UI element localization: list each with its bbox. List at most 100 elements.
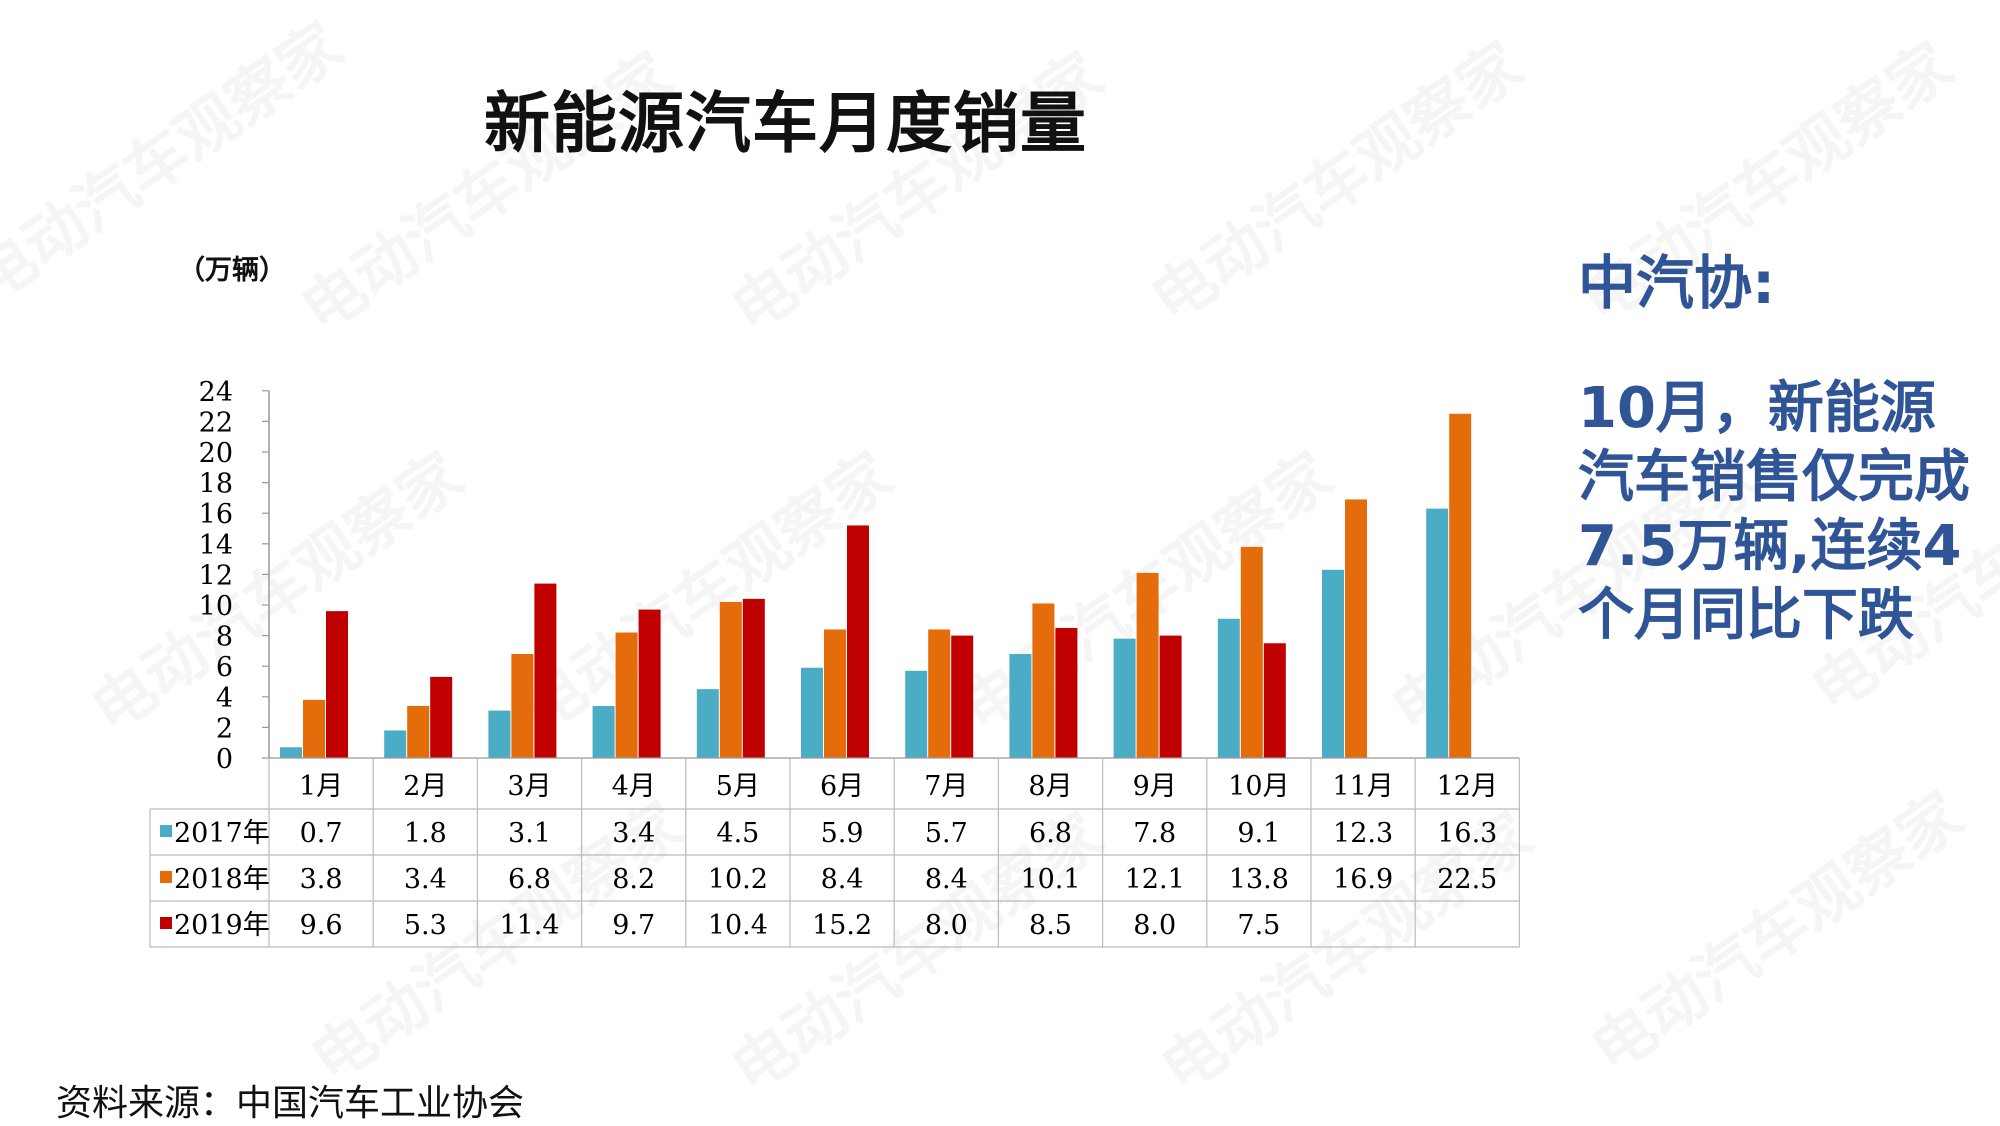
bar-2017年-3月 [488, 710, 511, 758]
x-tick-label: 3月 [507, 771, 551, 802]
y-tick-label: 4 [216, 683, 233, 714]
table-cell: 15.2 [812, 910, 872, 941]
bar-2017年-8月 [1009, 653, 1032, 758]
table-cell: 6.8 [1029, 818, 1072, 849]
bar-2018年-6月 [824, 629, 846, 758]
y-tick-label: 16 [199, 499, 233, 530]
bar-2018年-9月 [1136, 572, 1159, 758]
table-cell: 3.8 [300, 864, 343, 895]
bar-2018年-11月 [1345, 499, 1367, 758]
y-tick-label: 8 [216, 622, 233, 653]
bar-2019年-9月 [1159, 635, 1182, 758]
y-tick-label: 2 [216, 713, 233, 744]
table-cell: 1.8 [404, 818, 447, 849]
table-cell: 8.4 [925, 864, 968, 895]
bar-2019年-10月 [1263, 643, 1286, 758]
bar-2017年-1月 [280, 747, 302, 758]
bar-2017年-9月 [1113, 638, 1136, 758]
bar-2017年-2月 [384, 730, 407, 758]
bar-2017年-10月 [1217, 618, 1240, 758]
bar-2019年-4月 [638, 609, 661, 758]
y-tick-label: 14 [199, 530, 233, 561]
x-tick-label: 6月 [820, 771, 864, 802]
legend-label: 2017年 [174, 818, 270, 849]
bar-2017年-5月 [696, 689, 719, 758]
table-cell: 9.1 [1237, 818, 1280, 849]
table-cell: 3.4 [612, 818, 655, 849]
table-cell: 4.5 [716, 818, 759, 849]
bar-2019年-5月 [742, 598, 765, 758]
table-cell: 8.2 [612, 864, 655, 895]
table-cell: 11.4 [499, 910, 559, 941]
table-cell: 7.8 [1133, 818, 1176, 849]
table-cell: 10.4 [708, 910, 768, 941]
y-tick-label: 22 [199, 407, 233, 438]
x-tick-label: 7月 [924, 771, 968, 802]
chart-title: 新能源汽车月度销量 [484, 85, 1087, 162]
table-cell: 22.5 [1437, 864, 1497, 895]
bar-2018年-3月 [511, 653, 534, 758]
x-tick-label: 10月 [1228, 771, 1289, 802]
y-axis-label: （万辆） [178, 255, 286, 286]
bar-2019年-6月 [847, 525, 869, 758]
x-tick-label: 9月 [1133, 771, 1177, 802]
table-cell: 8.0 [1133, 910, 1176, 941]
source-note: 资料来源：中国汽车工业协会 [56, 1083, 525, 1124]
x-tick-label: 2月 [403, 771, 447, 802]
bar-2018年-10月 [1240, 546, 1263, 758]
bar-2017年-12月 [1426, 508, 1449, 758]
x-tick-label: 5月 [716, 771, 760, 802]
bar-2017年-6月 [801, 667, 823, 758]
bar-2018年-12月 [1449, 413, 1472, 758]
legend-label: 2019年 [174, 910, 270, 941]
x-tick-label: 1月 [299, 771, 343, 802]
y-tick-label: 10 [199, 591, 233, 622]
table-cell: 16.9 [1333, 864, 1393, 895]
bar-2018年-2月 [407, 705, 430, 758]
y-tick-label: 24 [199, 377, 233, 408]
bar-2018年-1月 [303, 699, 325, 758]
legend-swatch-2019年 [160, 917, 172, 929]
bar-2018年-5月 [719, 601, 742, 758]
table-cell: 8.4 [821, 864, 864, 895]
y-tick-label: 0 [216, 744, 233, 775]
side-note-heading: 中汽协: [1578, 249, 1776, 317]
table-cell: 10.2 [708, 864, 768, 895]
table-cell: 3.1 [508, 818, 551, 849]
bar-2018年-7月 [928, 629, 951, 758]
table-cell: 12.3 [1333, 818, 1393, 849]
bar-2019年-3月 [534, 583, 557, 758]
legend-swatch-2018年 [160, 871, 172, 883]
table-cell: 13.8 [1229, 864, 1289, 895]
table-cell: 6.8 [508, 864, 551, 895]
table-cell: 12.1 [1125, 864, 1185, 895]
table-cell: 0.7 [300, 818, 343, 849]
bar-2017年-11月 [1322, 569, 1344, 758]
bar-2019年-1月 [326, 611, 348, 758]
table-cell: 9.7 [612, 910, 655, 941]
legend-label: 2018年 [174, 864, 270, 895]
table-cell: 5.3 [404, 910, 447, 941]
table-cell: 3.4 [404, 864, 447, 895]
legend-swatch-2017年 [160, 825, 172, 837]
y-tick-label: 20 [199, 438, 233, 469]
bar-2017年-7月 [905, 670, 928, 758]
table-cell: 7.5 [1237, 910, 1280, 941]
x-tick-label: 12月 [1437, 771, 1498, 802]
table-cell: 5.7 [925, 818, 968, 849]
bar-2019年-2月 [430, 676, 453, 758]
y-tick-label: 12 [199, 560, 233, 591]
x-tick-label: 4月 [612, 771, 656, 802]
table-cell: 8.5 [1029, 910, 1072, 941]
y-tick-label: 6 [216, 652, 233, 683]
bar-2017年-4月 [592, 705, 615, 758]
table-cell: 8.0 [925, 910, 968, 941]
table-cell: 16.3 [1437, 818, 1497, 849]
table-cell: 5.9 [821, 818, 864, 849]
side-note-body: 10月，新能源汽车销售仅完成7.5万辆,连续4个月同比下跌 [1578, 376, 1970, 648]
y-tick-label: 18 [199, 469, 233, 500]
table-cell: 10.1 [1020, 864, 1080, 895]
x-tick-label: 8月 [1028, 771, 1072, 802]
bar-2018年-4月 [615, 632, 638, 758]
